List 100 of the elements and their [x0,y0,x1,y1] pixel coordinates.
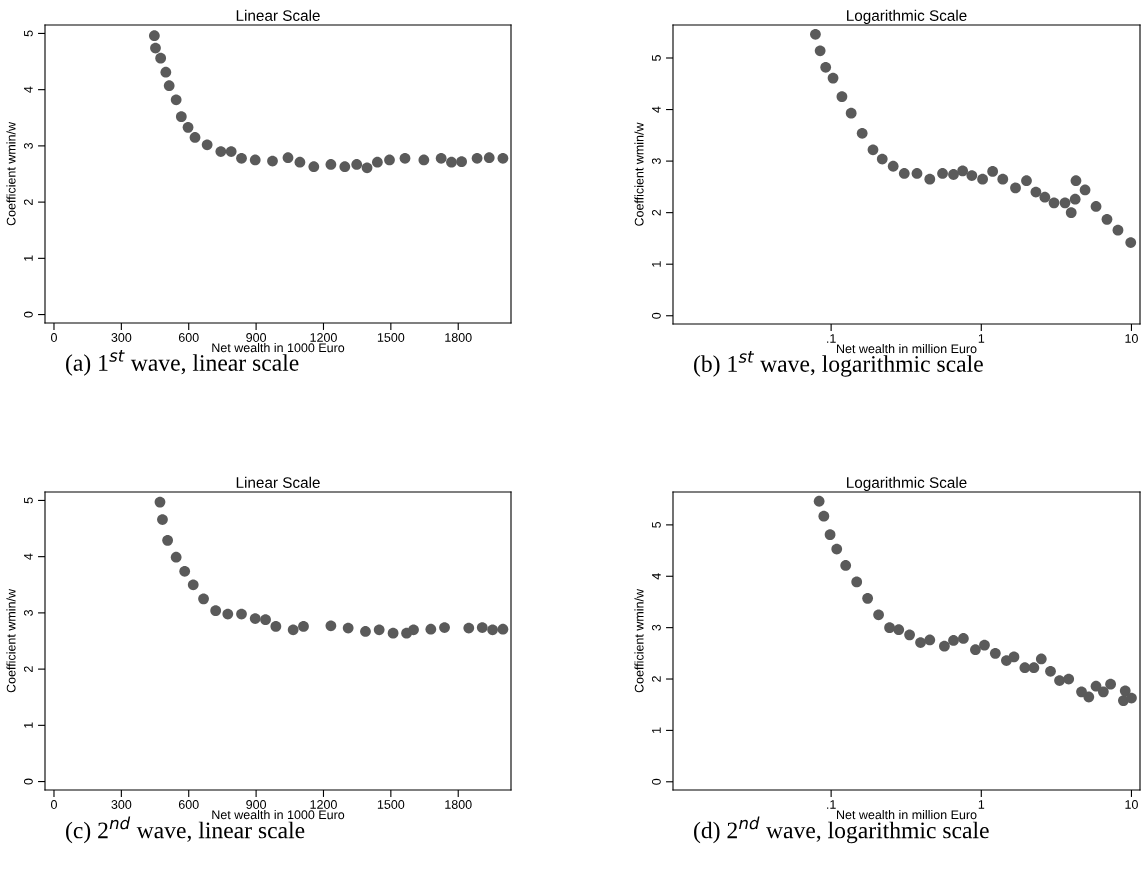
x-tick-label: 1500 [377,333,405,342]
y-tick-label: 2 [23,199,33,205]
point [418,154,430,166]
point [260,614,271,626]
point [308,161,320,173]
x-tick-label: 1 [978,800,985,809]
x-tick-label: 900 [246,800,267,809]
x-tick-label: 900 [246,333,267,342]
x-tick-label: 1200 [310,800,337,809]
x-tick-label: 1200 [310,333,337,342]
y-tick-label: 1 [24,722,33,728]
x-tick-label: 600 [178,800,199,809]
point [497,623,509,635]
y-tick-label: 3 [23,609,33,616]
point [372,156,383,168]
point [408,624,419,636]
y-tick-label: 2 [651,209,661,216]
point [325,159,337,170]
point [155,52,167,64]
point [339,161,351,173]
x-tick-label: 1800 [445,800,472,809]
point [249,613,261,624]
point [249,154,261,166]
point [198,593,209,605]
point [294,156,306,168]
point [439,622,450,633]
x-tick-label: .1 [827,800,836,809]
point [463,622,475,634]
y-tick-label: 2 [651,676,661,682]
y-tick-label: 0 [651,778,661,785]
y-axis-title: Coefficient wmin/w [6,588,16,693]
x-tick-label: .1 [827,334,836,343]
point [215,146,227,157]
point [471,152,483,164]
point [425,623,437,635]
chart-title: Linear Scale [236,9,320,21]
y-tick-label: 3 [651,624,661,631]
y-tick-label: 5 [652,521,661,528]
point [399,152,411,164]
y-tick-label: 2 [23,666,33,672]
y-tick-label: 0 [23,778,33,785]
x-tick-label: 600 [178,333,199,342]
y-tick-label: 5 [24,497,33,504]
point [150,42,161,54]
point [170,94,182,106]
point [298,621,309,632]
y-tick-label: 1 [652,727,661,733]
x-tick-label: 300 [111,333,132,342]
y-axis-title: Coefficient wmin/w [634,122,644,226]
chart-title: Logarithmic Scale [847,476,967,491]
point [267,155,278,167]
point [157,514,168,525]
x-tick-label: 1500 [377,800,405,809]
point [201,139,213,151]
point [360,626,371,637]
y-tick-label: 0 [23,311,33,318]
point [270,621,282,632]
point [497,152,509,164]
point [351,159,363,170]
point [325,620,337,632]
point [179,565,191,577]
y-tick-label: 1 [24,255,33,261]
x-tick-label: 0 [51,333,57,342]
x-tick-label: 10 [1125,334,1138,343]
point [163,80,175,92]
point [373,624,385,636]
y-tick-label: 4 [652,106,661,113]
point [148,30,160,42]
x-tick-label: 1800 [445,333,472,342]
y-tick-label: 4 [24,86,33,93]
point [361,162,373,174]
x-tick-label: 1 [978,334,985,343]
point [225,146,237,157]
point [236,152,247,164]
x-tick-label: 10 [1125,800,1138,809]
point [182,121,194,133]
x-tick-label: 300 [111,800,132,809]
point [456,156,467,168]
y-axis-title: Coefficient wmin/w [6,121,16,226]
y-axis-title: Coefficient wmin/w [634,588,644,693]
point [387,627,399,639]
y-tick-label: 3 [23,142,33,149]
point [435,152,447,164]
y-tick-label: 3 [651,158,661,165]
y-tick-label: 5 [652,55,661,61]
point [446,156,457,168]
point [282,152,294,164]
point [222,608,234,620]
point [187,579,199,591]
chart-title: Logarithmic Scale [847,9,967,24]
y-tick-label: 5 [24,30,33,37]
point [175,111,187,123]
point [476,622,488,633]
point [287,624,299,636]
point [210,605,222,617]
point [160,66,172,78]
point [162,534,173,546]
y-tick-label: 4 [652,573,661,580]
point [189,132,201,143]
point [487,624,498,636]
